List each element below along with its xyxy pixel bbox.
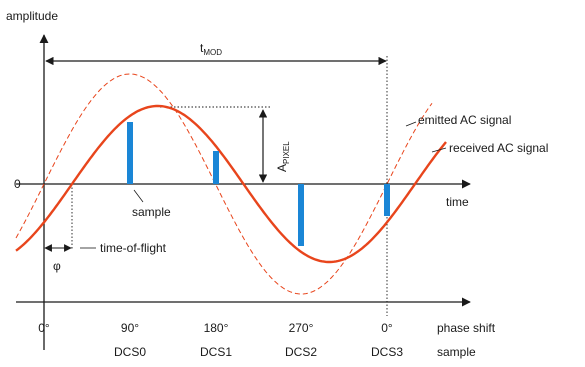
phase-tick-180: 180° bbox=[204, 321, 229, 335]
phase-tick-90: 90° bbox=[121, 321, 139, 335]
a-pixel-label: APIXEL bbox=[275, 141, 291, 172]
t-mod-label: tMOD bbox=[200, 41, 222, 57]
tof-label: time-of-flight bbox=[100, 241, 167, 255]
phase-shift-label: phase shift bbox=[437, 321, 496, 335]
dcs-tick-0: DCS0 bbox=[114, 345, 146, 359]
received-signal-curve bbox=[15, 104, 447, 264]
phase-tick-0: 0° bbox=[38, 321, 50, 335]
y-axis-label: amplitude bbox=[6, 9, 58, 23]
time-label: time bbox=[446, 195, 469, 209]
received-label: received AC signal bbox=[449, 141, 548, 155]
zero-label: 0 bbox=[14, 177, 21, 191]
phase-tick-360: 0° bbox=[381, 321, 393, 335]
dcs-tick-3: DCS3 bbox=[371, 345, 403, 359]
sample-bar-dcs1 bbox=[213, 151, 219, 184]
phase-tick-270: 270° bbox=[289, 321, 314, 335]
phi-symbol: φ bbox=[53, 259, 61, 273]
emitted-label: emitted AC signal bbox=[418, 113, 511, 127]
emitted-leader bbox=[405, 121, 417, 127]
dcs-tick-2: DCS2 bbox=[285, 345, 317, 359]
sample-label: sample bbox=[132, 205, 171, 219]
sample-leader bbox=[133, 189, 144, 203]
sample-bar-dcs0 bbox=[127, 122, 133, 184]
sample-row-label: sample bbox=[437, 345, 476, 359]
emitted-signal-curve bbox=[15, 73, 433, 295]
received-leader bbox=[431, 147, 447, 153]
sample-bar-dcs2 bbox=[298, 184, 304, 246]
dcs-tick-1: DCS1 bbox=[200, 345, 232, 359]
sample-bar-dcs3 bbox=[384, 184, 390, 216]
